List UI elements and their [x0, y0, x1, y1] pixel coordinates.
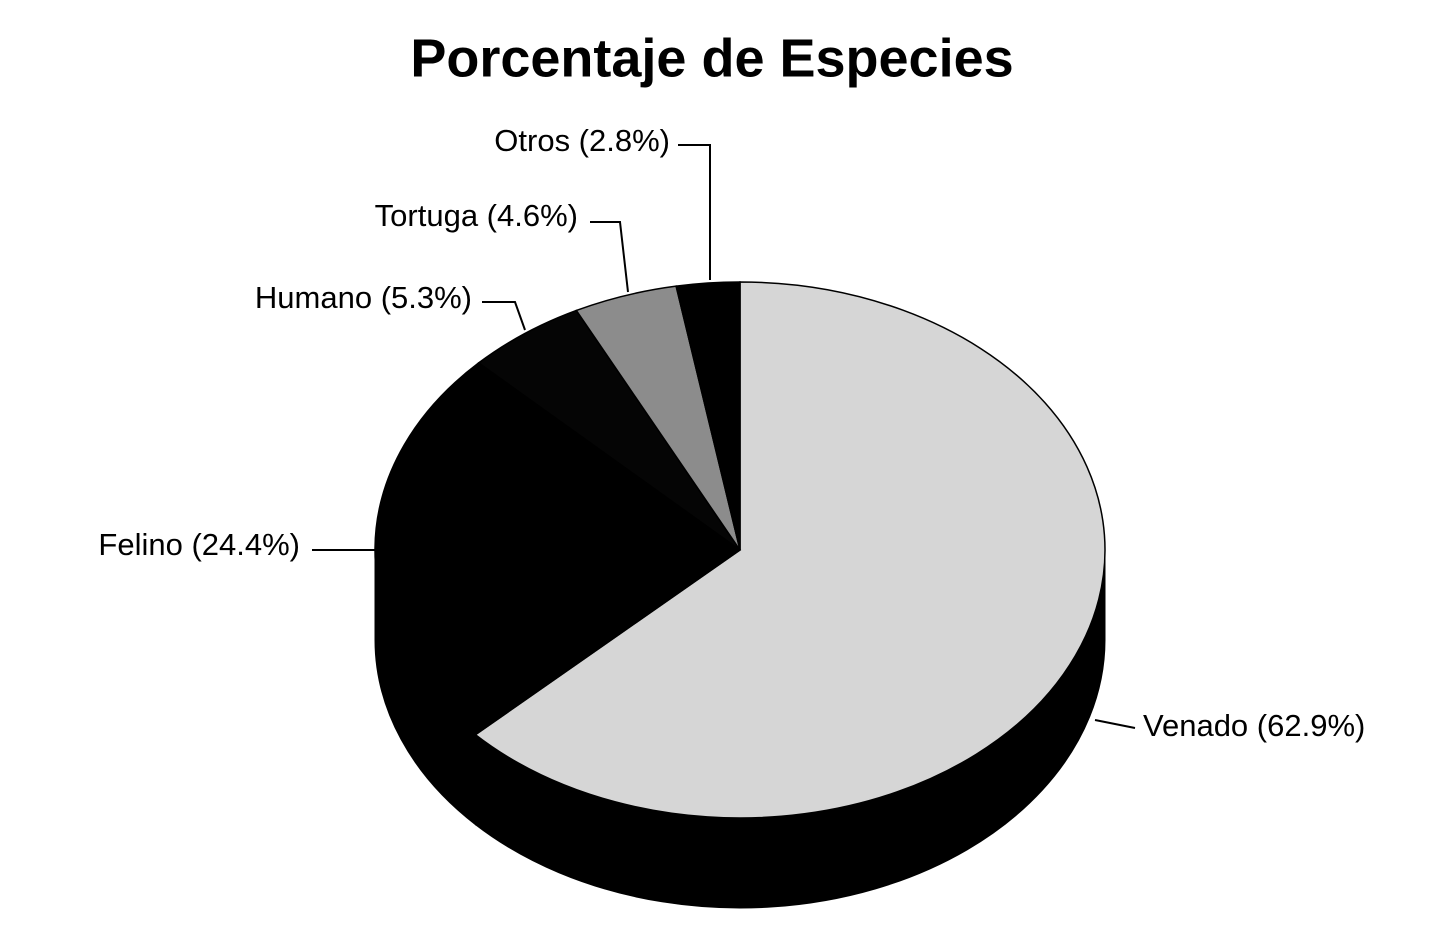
- leader-line: [1094, 719, 1136, 729]
- leader-line: [482, 301, 526, 331]
- pie-slice: [474, 281, 1106, 819]
- slice-label: Humano (5.3%): [255, 280, 472, 315]
- slice-label: Felino (24.4%): [98, 527, 300, 562]
- pie-slice: [374, 361, 742, 736]
- leader-line: [590, 221, 629, 293]
- leader-line: [678, 144, 711, 280]
- slice-label: Venado (62.9%): [1143, 708, 1365, 743]
- slice-label: Otros (2.8%): [494, 123, 670, 158]
- pie-slice: [675, 281, 741, 551]
- slice-label: Tortuga (4.6%): [375, 198, 578, 233]
- chart-title: Porcentaje de Especies: [410, 28, 1013, 88]
